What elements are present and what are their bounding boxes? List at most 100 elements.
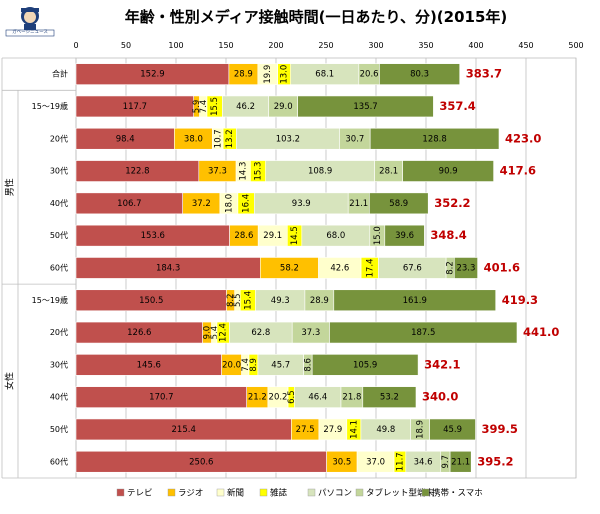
x-tick-label: 500 — [568, 41, 583, 50]
data-label: 39.6 — [395, 231, 414, 241]
data-label: 28.1 — [379, 167, 398, 177]
data-label: 20.2 — [269, 393, 288, 403]
data-label: 18.0 — [224, 194, 234, 213]
data-label: 19.9 — [263, 65, 273, 84]
data-label: 8.2 — [226, 293, 236, 307]
data-label: 15.4 — [243, 291, 253, 310]
data-label: 215.4 — [172, 425, 196, 435]
data-label: 7.4 — [199, 100, 209, 114]
data-label: 14.3 — [239, 162, 249, 181]
data-label: 16.4 — [242, 194, 252, 213]
data-label: 8.2 — [446, 261, 456, 275]
x-tick-label: 150 — [218, 41, 233, 50]
data-label: 37.2 — [192, 199, 211, 209]
legend-label: 雑誌 — [270, 488, 288, 499]
data-label: 108.9 — [308, 167, 332, 177]
legend-swatch — [307, 488, 316, 497]
data-label: 5.5 — [233, 293, 243, 307]
data-label: 46.4 — [308, 393, 327, 403]
data-label: 37.3 — [301, 328, 320, 338]
data-label: 153.6 — [141, 231, 165, 241]
legend-swatch — [259, 488, 268, 497]
legend-label: 携帯・スマホ — [432, 488, 483, 499]
legend-swatch — [216, 488, 225, 497]
category-label: 50代 — [50, 230, 68, 240]
category-label: 30代 — [50, 359, 68, 369]
data-label: 28.6 — [234, 231, 253, 241]
data-label: 5.9 — [192, 100, 202, 114]
logo-mascot-icon — [5, 7, 55, 37]
data-label: 15.5 — [210, 97, 220, 116]
total-label: 417.6 — [500, 164, 536, 178]
total-label: 441.0 — [523, 325, 559, 339]
data-label: 49.8 — [376, 425, 395, 435]
logo: ガベージニュース — [4, 3, 56, 37]
chart-title: 年齢・性別メディア接触時間(一日あたり、分)(2015年) — [125, 8, 508, 26]
data-label: 21.1 — [349, 199, 368, 209]
data-label: 250.6 — [189, 457, 213, 467]
data-label: 30.5 — [332, 457, 351, 467]
data-label: 21.1 — [451, 457, 470, 467]
data-label: 184.3 — [156, 263, 180, 273]
total-label: 357.4 — [439, 99, 475, 113]
category-label: 20代 — [50, 327, 68, 337]
data-label: 11.7 — [395, 452, 405, 471]
data-label: 117.7 — [123, 102, 147, 112]
data-label: 38.0 — [184, 134, 203, 144]
data-label: 128.8 — [422, 134, 446, 144]
data-label: 6.5 — [287, 390, 297, 404]
data-label: 10.7 — [213, 129, 223, 148]
data-label: 68.0 — [326, 231, 345, 241]
category-label: 15〜19歳 — [32, 101, 68, 111]
data-label: 12.4 — [219, 323, 229, 342]
x-axis-ticks: 0 50 100 150 200 250 300 350 400 450 500 — [73, 41, 583, 50]
data-label: 150.5 — [139, 296, 163, 306]
category-label: 50代 — [50, 424, 68, 434]
data-label: 37.0 — [366, 457, 385, 467]
legend-label: 新聞 — [227, 488, 244, 499]
bar-segment — [449, 450, 472, 473]
category-label: 40代 — [50, 198, 68, 208]
data-label: 28.9 — [310, 296, 329, 306]
data-label: 8.6 — [303, 358, 313, 372]
category-label: 30代 — [50, 166, 68, 176]
bar-segment — [429, 418, 476, 441]
data-label: 8.9 — [249, 358, 259, 372]
legend-label: パソコン — [318, 489, 352, 499]
data-label: 17.4 — [365, 258, 375, 277]
data-label: 90.9 — [439, 167, 458, 177]
data-label: 58.9 — [389, 199, 408, 209]
data-label: 49.3 — [271, 296, 290, 306]
category-label: 20代 — [50, 133, 68, 143]
data-label: 9.0 — [203, 326, 213, 340]
data-label: 135.7 — [353, 102, 377, 112]
data-label: 58.2 — [280, 263, 299, 273]
data-label: 21.2 — [248, 393, 267, 403]
legend-label: テレビ — [127, 489, 153, 499]
x-tick-label: 50 — [121, 41, 131, 50]
data-label: 21.8 — [342, 393, 361, 403]
total-label: 342.1 — [424, 357, 460, 371]
bar-segment — [333, 289, 496, 312]
data-label: 93.9 — [292, 199, 311, 209]
data-label: 29.1 — [263, 231, 282, 241]
total-label: 340.0 — [422, 390, 458, 404]
data-label: 27.5 — [296, 425, 315, 435]
data-label: 161.9 — [403, 296, 427, 306]
data-label: 62.8 — [251, 328, 270, 338]
total-label: 395.2 — [477, 454, 513, 468]
data-label: 34.6 — [414, 457, 433, 467]
group-label: 女性 — [4, 372, 16, 390]
legend-swatch — [167, 488, 176, 497]
data-label: 45.7 — [271, 360, 290, 370]
legend-swatch — [355, 488, 364, 497]
category-label: 60代 — [50, 262, 68, 272]
data-label: 187.5 — [411, 328, 435, 338]
data-label: 20.6 — [360, 70, 379, 80]
data-label: 28.9 — [234, 70, 253, 80]
bar-segment — [384, 224, 425, 247]
bar-segment — [402, 160, 494, 182]
